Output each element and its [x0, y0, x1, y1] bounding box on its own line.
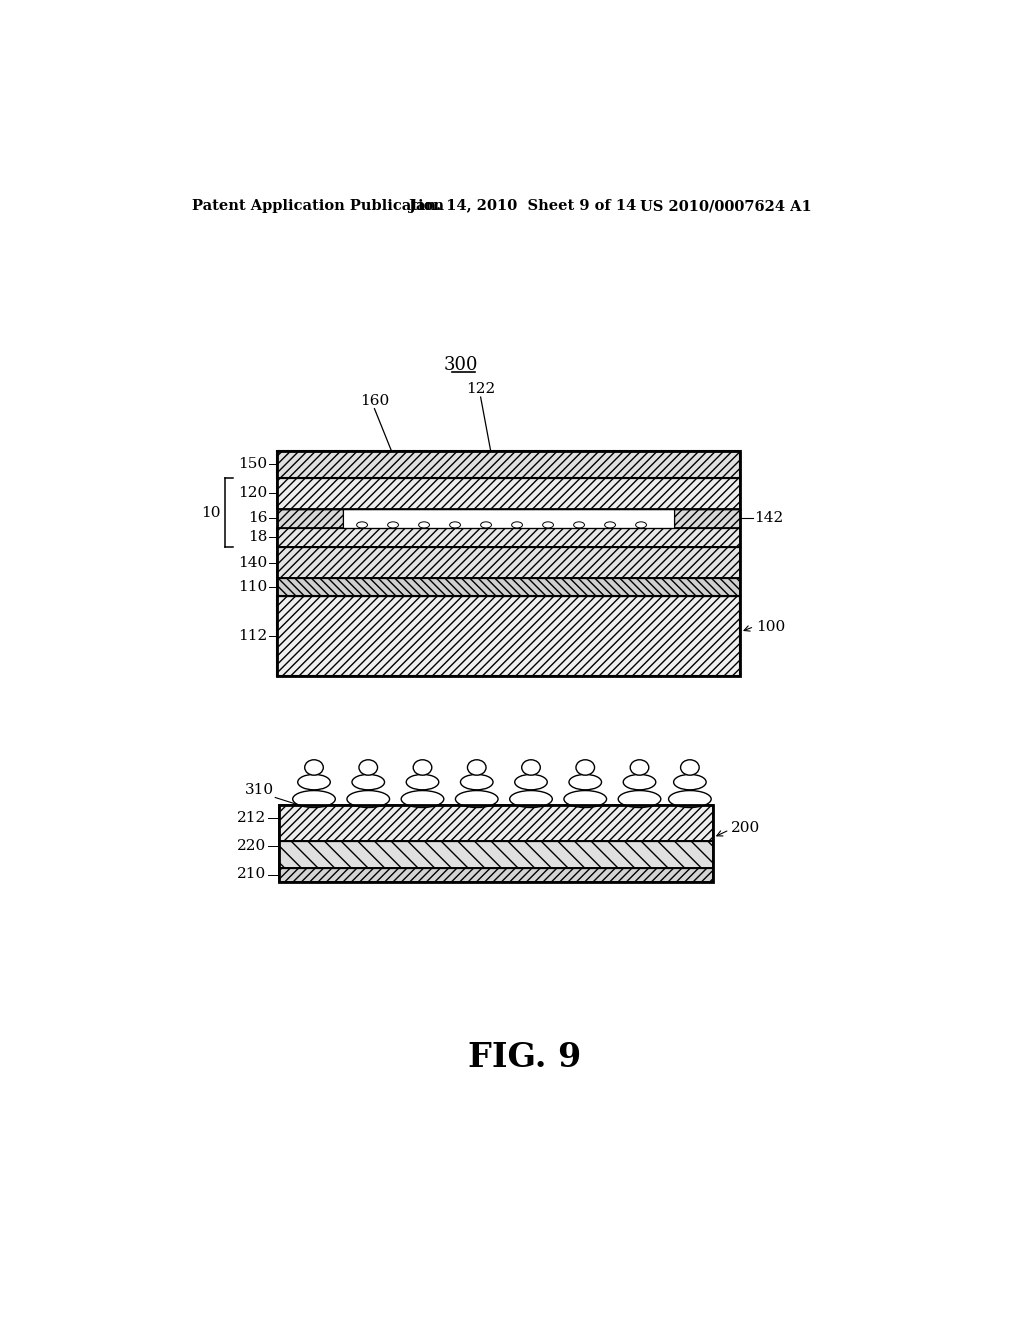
- Bar: [276, 548, 740, 578]
- Ellipse shape: [298, 775, 331, 789]
- Text: 160: 160: [359, 393, 389, 408]
- Ellipse shape: [512, 521, 522, 528]
- Text: US 2010/0007624 A1: US 2010/0007624 A1: [640, 199, 811, 213]
- Text: 112: 112: [239, 628, 267, 643]
- Ellipse shape: [401, 791, 443, 808]
- Text: 210: 210: [237, 867, 266, 882]
- Bar: [276, 478, 740, 508]
- Bar: [280, 841, 713, 869]
- Ellipse shape: [543, 521, 554, 528]
- Text: 100: 100: [756, 619, 785, 634]
- Text: 140: 140: [239, 556, 267, 570]
- Ellipse shape: [467, 760, 486, 775]
- Ellipse shape: [414, 760, 432, 775]
- Text: 142: 142: [755, 511, 783, 525]
- Text: 122: 122: [466, 383, 496, 396]
- Ellipse shape: [480, 521, 492, 528]
- Ellipse shape: [575, 760, 595, 775]
- Bar: [276, 595, 740, 676]
- Ellipse shape: [510, 791, 552, 808]
- Text: 120: 120: [239, 486, 267, 500]
- Text: 310: 310: [245, 783, 273, 797]
- Text: Patent Application Publication: Patent Application Publication: [191, 199, 443, 213]
- Text: 10: 10: [202, 506, 221, 520]
- Ellipse shape: [347, 791, 389, 808]
- Text: 300: 300: [444, 356, 478, 374]
- Text: 220: 220: [237, 840, 266, 853]
- Ellipse shape: [359, 760, 378, 775]
- Ellipse shape: [681, 760, 699, 775]
- Ellipse shape: [564, 791, 606, 808]
- Ellipse shape: [618, 791, 660, 808]
- Ellipse shape: [573, 521, 585, 528]
- Bar: [276, 508, 343, 528]
- Ellipse shape: [352, 775, 385, 789]
- Ellipse shape: [674, 775, 707, 789]
- Bar: [276, 578, 740, 595]
- Ellipse shape: [669, 791, 712, 808]
- Ellipse shape: [456, 791, 498, 808]
- Bar: [675, 508, 740, 528]
- Bar: [280, 805, 713, 841]
- Ellipse shape: [356, 521, 368, 528]
- Text: Jan. 14, 2010  Sheet 9 of 14: Jan. 14, 2010 Sheet 9 of 14: [409, 199, 636, 213]
- Ellipse shape: [604, 521, 615, 528]
- Bar: [276, 528, 740, 548]
- Text: 16: 16: [248, 511, 267, 525]
- Bar: [280, 869, 713, 882]
- Text: 110: 110: [239, 579, 267, 594]
- Ellipse shape: [388, 521, 398, 528]
- Ellipse shape: [293, 791, 335, 808]
- Ellipse shape: [624, 775, 655, 789]
- Ellipse shape: [569, 775, 601, 789]
- Text: 200: 200: [731, 821, 760, 836]
- Text: FIG. 9: FIG. 9: [468, 1041, 582, 1074]
- Ellipse shape: [515, 775, 547, 789]
- Ellipse shape: [450, 521, 461, 528]
- Bar: [276, 451, 740, 676]
- Ellipse shape: [636, 521, 646, 528]
- Text: 150: 150: [239, 457, 267, 471]
- Ellipse shape: [521, 760, 541, 775]
- Ellipse shape: [407, 775, 438, 789]
- Text: 18: 18: [248, 531, 267, 544]
- Ellipse shape: [630, 760, 649, 775]
- Ellipse shape: [305, 760, 324, 775]
- Bar: [343, 508, 675, 528]
- Bar: [280, 805, 713, 882]
- Ellipse shape: [419, 521, 429, 528]
- Text: 212: 212: [237, 810, 266, 825]
- Bar: [276, 451, 740, 478]
- Ellipse shape: [461, 775, 493, 789]
